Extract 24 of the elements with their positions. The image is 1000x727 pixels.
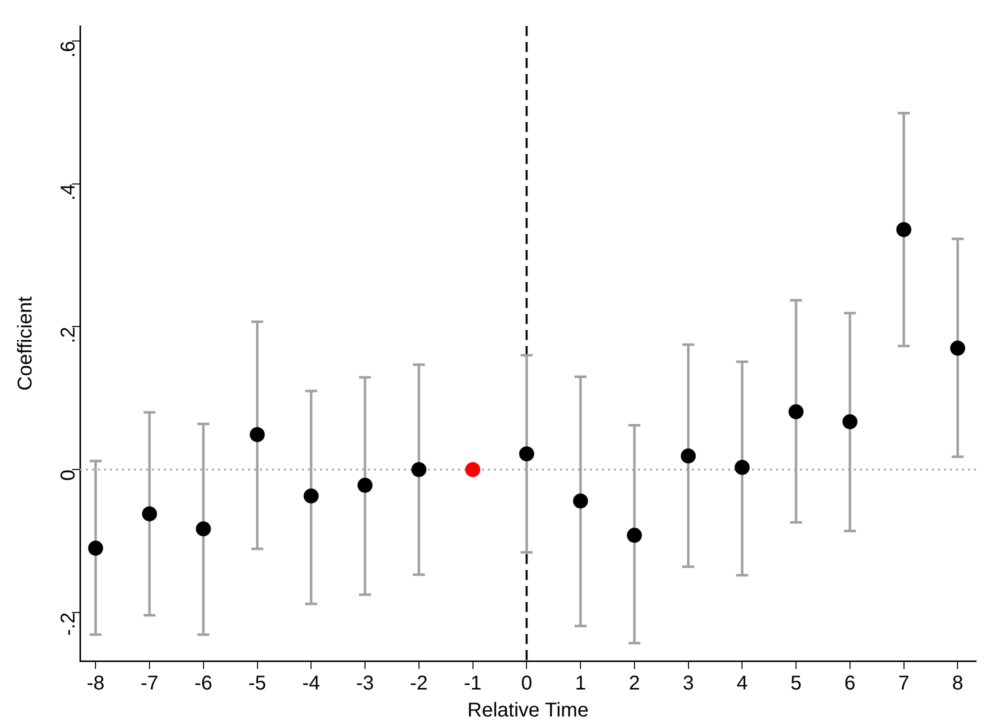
y-tick-label: .4 xyxy=(58,184,80,201)
x-tick-label: -8 xyxy=(86,672,105,695)
x-tick-label: 7 xyxy=(898,672,910,695)
x-tick-label: -6 xyxy=(194,672,212,695)
x-tick-label: 3 xyxy=(682,672,694,695)
x-tick-label: 5 xyxy=(790,672,802,695)
x-tick-label: -5 xyxy=(248,672,266,695)
x-tick-label: -3 xyxy=(356,672,374,695)
x-tick-label: -7 xyxy=(140,672,158,695)
x-tick-label: -4 xyxy=(302,672,320,695)
x-tick-label: 6 xyxy=(844,672,856,695)
x-tick-label: -2 xyxy=(410,672,428,695)
y-axis-title: Coefficient xyxy=(14,296,37,391)
y-tick-label: 0 xyxy=(58,470,80,481)
x-tick-label: 1 xyxy=(574,672,586,695)
x-tick-label: 8 xyxy=(952,672,964,695)
y-tick-label: .6 xyxy=(58,41,80,58)
x-tick-label: 2 xyxy=(628,672,640,695)
x-tick-label: 0 xyxy=(521,672,532,695)
x-tick-label: -1 xyxy=(464,672,482,695)
y-tick-label: .2 xyxy=(58,326,80,344)
y-tick-label: -.2 xyxy=(58,612,80,636)
x-axis-title: Relative Time xyxy=(467,700,589,722)
x-tick-label: 4 xyxy=(736,672,748,695)
